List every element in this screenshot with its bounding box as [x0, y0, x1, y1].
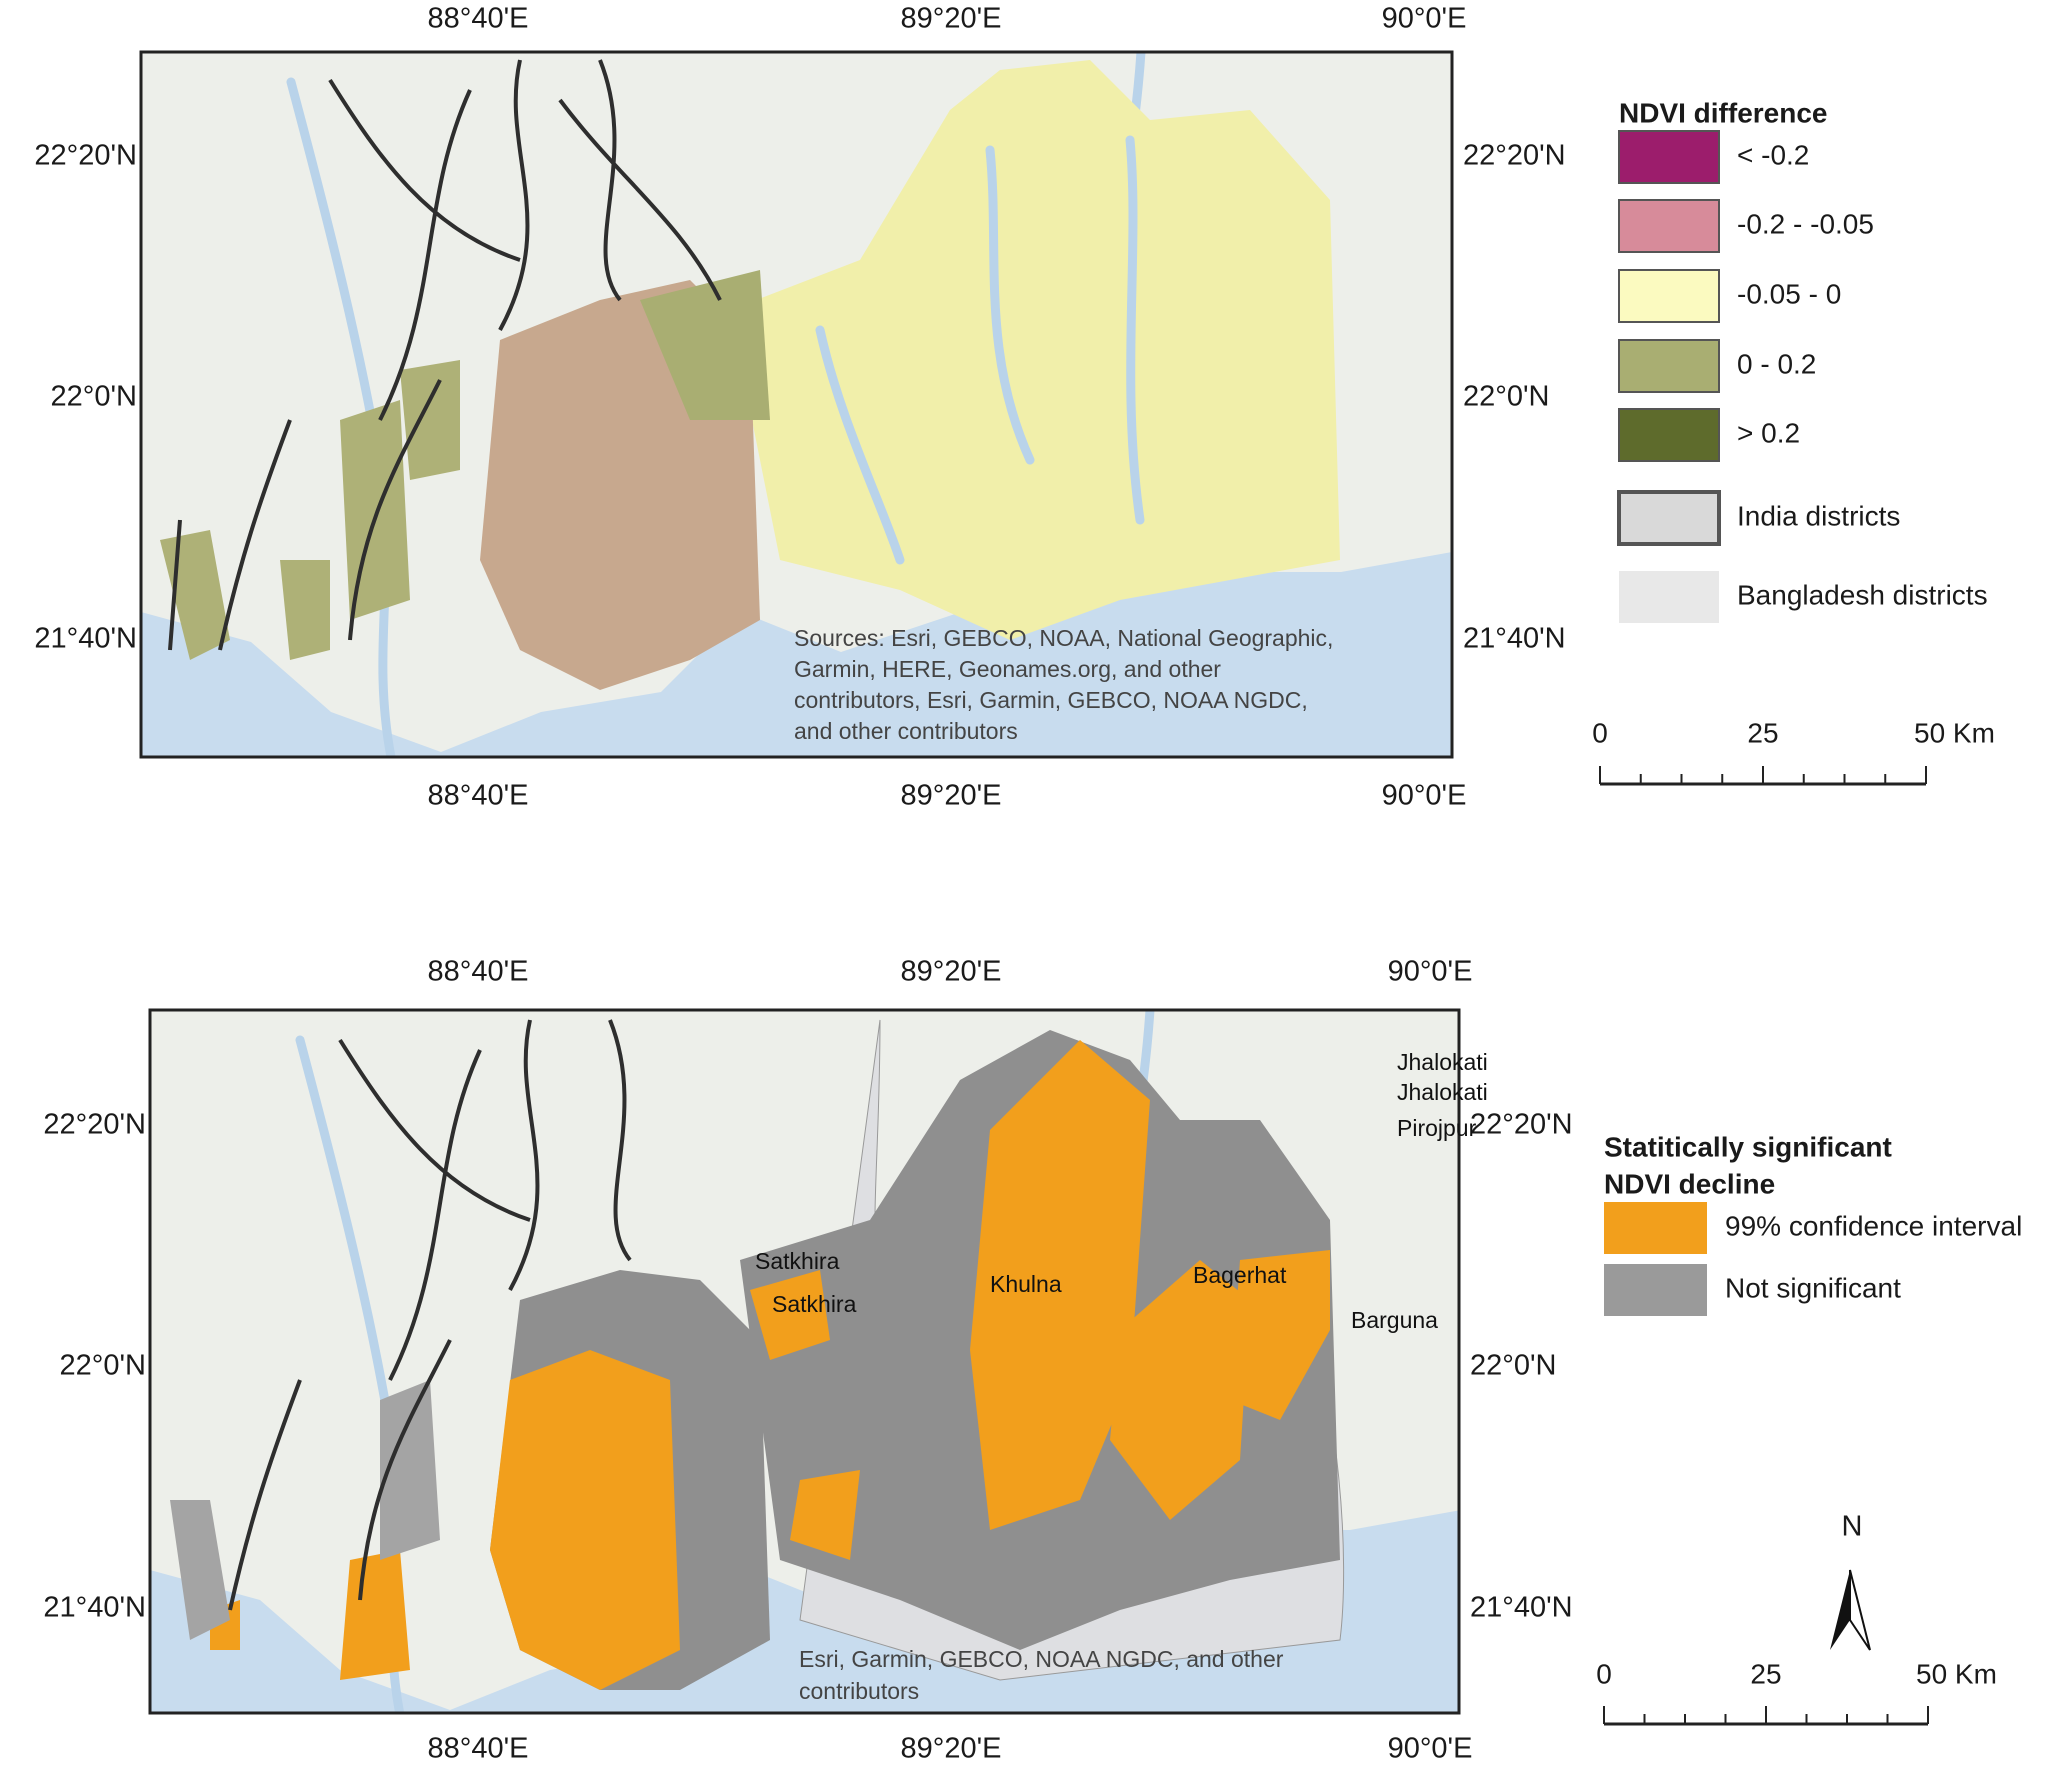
- place-label: Barguna: [1351, 1307, 1438, 1333]
- latitude-label: 21°40'N: [1470, 1592, 1573, 1624]
- latitude-label: 22°0'N: [60, 1350, 146, 1382]
- land-ndvi: [640, 270, 770, 420]
- district-boundary: [228, 1019, 632, 1611]
- scale-label: 0: [1592, 717, 1608, 748]
- legend-swatch: [1604, 1264, 1707, 1316]
- legend-swatch: [1618, 130, 1720, 184]
- legend-label: Bangladesh districts: [1737, 579, 1988, 610]
- attribution: contributors: [799, 1678, 919, 1704]
- latitude-label: 22°20'N: [1470, 1109, 1573, 1141]
- longitude-label: 90°0'E: [1382, 3, 1467, 35]
- legend-swatch: [1604, 1202, 1707, 1254]
- not-significant: [170, 1380, 440, 1640]
- significant: [750, 1040, 1330, 1560]
- place-label: Pirojpur: [1397, 1115, 1477, 1141]
- legend-swatch: [1618, 339, 1720, 393]
- longitude-label: 88°40'E: [428, 780, 529, 812]
- legend-label: India districts: [1737, 500, 1900, 531]
- map-ndvi: [141, 52, 1452, 757]
- longitude-label: 89°20'E: [901, 1733, 1002, 1765]
- significant: [210, 1350, 680, 1690]
- latitude-label: 22°0'N: [1470, 1350, 1556, 1382]
- legend-label: 99% confidence interval: [1725, 1210, 2022, 1241]
- longitude-label: 88°40'E: [428, 3, 529, 35]
- river: [815, 135, 1145, 565]
- latitude-label: 21°40'N: [34, 623, 137, 655]
- north-arrow: [1849, 1569, 1871, 1651]
- longitude-label: 88°40'E: [428, 956, 529, 988]
- attribution: and other contributors: [794, 718, 1018, 744]
- legend-swatch: [1618, 269, 1720, 323]
- legend-title: Statitically significant: [1604, 1131, 1892, 1162]
- legend-swatch: [1617, 490, 1721, 546]
- legend-title: NDVI decline: [1604, 1168, 1775, 1199]
- longitude-label: 88°40'E: [428, 1733, 529, 1765]
- land-ndvi: [730, 60, 1340, 640]
- longitude-label: 90°0'E: [1388, 956, 1473, 988]
- north-label: N: [1842, 1511, 1863, 1543]
- latitude-label: 22°0'N: [1463, 381, 1549, 413]
- longitude-label: 90°0'E: [1382, 780, 1467, 812]
- legend-label: Not significant: [1725, 1272, 1901, 1303]
- map-frame: [148, 1008, 1461, 1715]
- place-label: Satkhira: [755, 1248, 840, 1274]
- legend-swatch: [1619, 571, 1719, 623]
- longitude-label: 89°20'E: [901, 3, 1002, 35]
- legend-title: NDVI difference: [1619, 97, 1828, 128]
- legend-swatch: [1618, 408, 1720, 462]
- place-label: Bagerhat: [1193, 1262, 1287, 1288]
- attribution: Esri, Garmin, GEBCO, NOAA NGDC, and othe…: [799, 1646, 1284, 1672]
- longitude-label: 89°20'E: [901, 780, 1002, 812]
- map-frame: [139, 50, 1454, 759]
- scale-label: 50 Km: [1916, 1658, 1997, 1689]
- place-label: Khulna: [990, 1271, 1062, 1297]
- north-arrow: [1830, 1570, 1850, 1650]
- scale-label: 25: [1750, 1658, 1781, 1689]
- latitude-label: 22°0'N: [51, 381, 137, 413]
- latitude-label: 22°20'N: [43, 1109, 146, 1141]
- map-decline: [150, 1010, 1461, 1715]
- attribution: contributors, Esri, Garmin, GEBCO, NOAA …: [794, 687, 1308, 713]
- place-label: Jhalokati: [1397, 1079, 1488, 1105]
- legend-label: -0.05 - 0: [1737, 278, 1841, 309]
- legend-label: > 0.2: [1737, 417, 1800, 448]
- latitude-label: 21°40'N: [43, 1592, 146, 1624]
- scale-label: 25: [1747, 717, 1778, 748]
- attribution: Sources: Esri, GEBCO, NOAA, National Geo…: [794, 625, 1333, 651]
- place-label: Jhalokati: [1397, 1049, 1488, 1075]
- latitude-label: 21°40'N: [1463, 623, 1566, 655]
- place-label: Satkhira: [772, 1291, 857, 1317]
- legend-label: < -0.2: [1737, 139, 1809, 170]
- district-boundary: [168, 59, 722, 651]
- attribution: Garmin, HERE, Geonames.org, and other: [794, 656, 1221, 682]
- scale-label: 0: [1596, 1658, 1612, 1689]
- longitude-label: 90°0'E: [1388, 1733, 1473, 1765]
- legend-label: -0.2 - -0.05: [1737, 208, 1874, 239]
- legend-label: 0 - 0.2: [1737, 348, 1816, 379]
- scale-label: 50 Km: [1914, 717, 1995, 748]
- longitude-label: 89°20'E: [901, 956, 1002, 988]
- land-ndvi: [160, 360, 460, 660]
- legend-swatch: [1618, 199, 1720, 253]
- latitude-label: 22°20'N: [1463, 140, 1566, 172]
- latitude-label: 22°20'N: [34, 140, 137, 172]
